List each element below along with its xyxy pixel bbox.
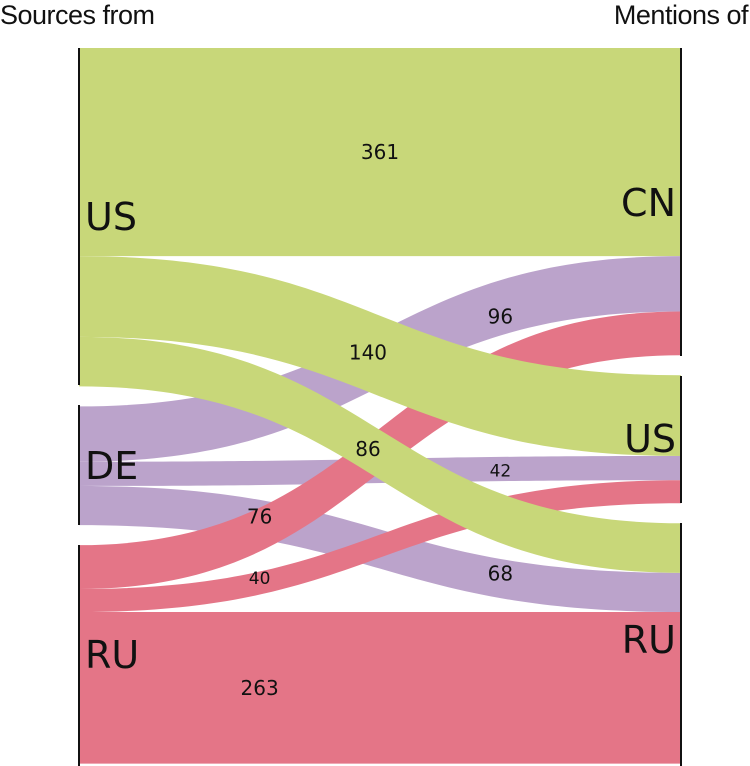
flow-value-us-to-ru: 86 <box>355 437 380 461</box>
flow-us-to-cn <box>79 48 681 257</box>
target-label-us: US <box>624 417 676 461</box>
target-label-ru: RU <box>622 618 676 662</box>
source-label-ru: RU <box>85 633 139 677</box>
flows-group <box>79 48 681 764</box>
mentions-header: Mentions of <box>613 0 749 30</box>
flow-value-ru-to-us: 40 <box>249 569 271 589</box>
flow-us-to-ru <box>79 336 681 573</box>
flow-value-us-to-us: 140 <box>349 340 387 364</box>
flow-value-de-to-us: 42 <box>490 461 512 481</box>
flow-value-de-to-ru: 68 <box>488 562 513 586</box>
flow-value-us-to-cn: 361 <box>361 140 399 164</box>
flow-value-de-to-cn: 96 <box>488 304 513 328</box>
flow-us-to-us <box>79 256 681 456</box>
flow-value-ru-to-ru: 263 <box>241 676 279 700</box>
axes-group <box>78 48 682 766</box>
flow-ru-to-ru <box>79 612 681 764</box>
source-label-de: DE <box>85 444 138 488</box>
flow-value-ru-to-cn: 76 <box>247 505 272 529</box>
source-label-us: US <box>85 195 137 239</box>
sources-header: Sources from <box>0 0 155 30</box>
target-label-cn: CN <box>621 181 676 225</box>
